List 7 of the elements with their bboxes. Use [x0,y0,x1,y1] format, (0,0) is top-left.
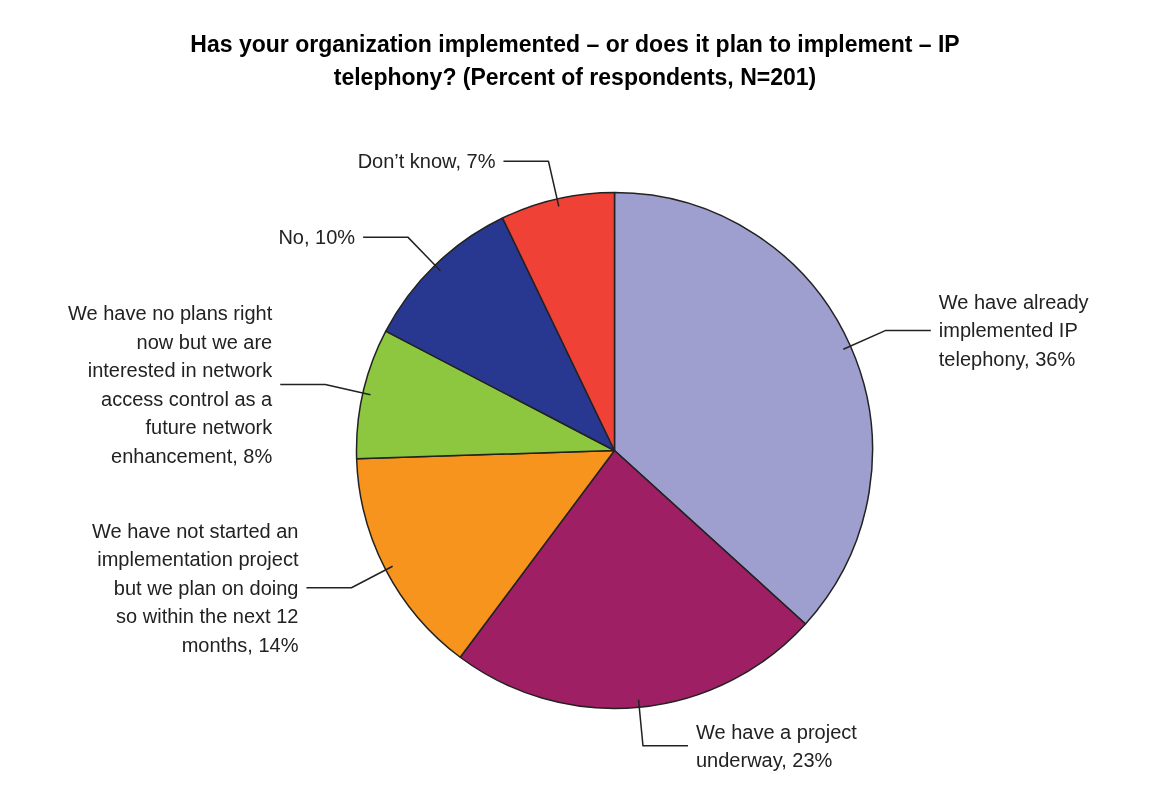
slice-label: We have no plans right now but we are interested in network access control as a future network enhancement, 8% [68,301,274,467]
slice-label: Don’t know, 7% [357,150,496,173]
slice-label: No, 10% [278,226,356,249]
chart-title: Has your organization implemented – or does it plan to implement – IP telephony? (Percent of respondents, N=201) [190,31,960,90]
slice-label: We have not started an implementation project but we plan on doing so within the next 12 months, 14% [92,519,299,656]
slice-label: We have a project underway, 23% [695,720,858,772]
slice-label: We have already implemented IP telephony, 36% [938,290,1089,370]
